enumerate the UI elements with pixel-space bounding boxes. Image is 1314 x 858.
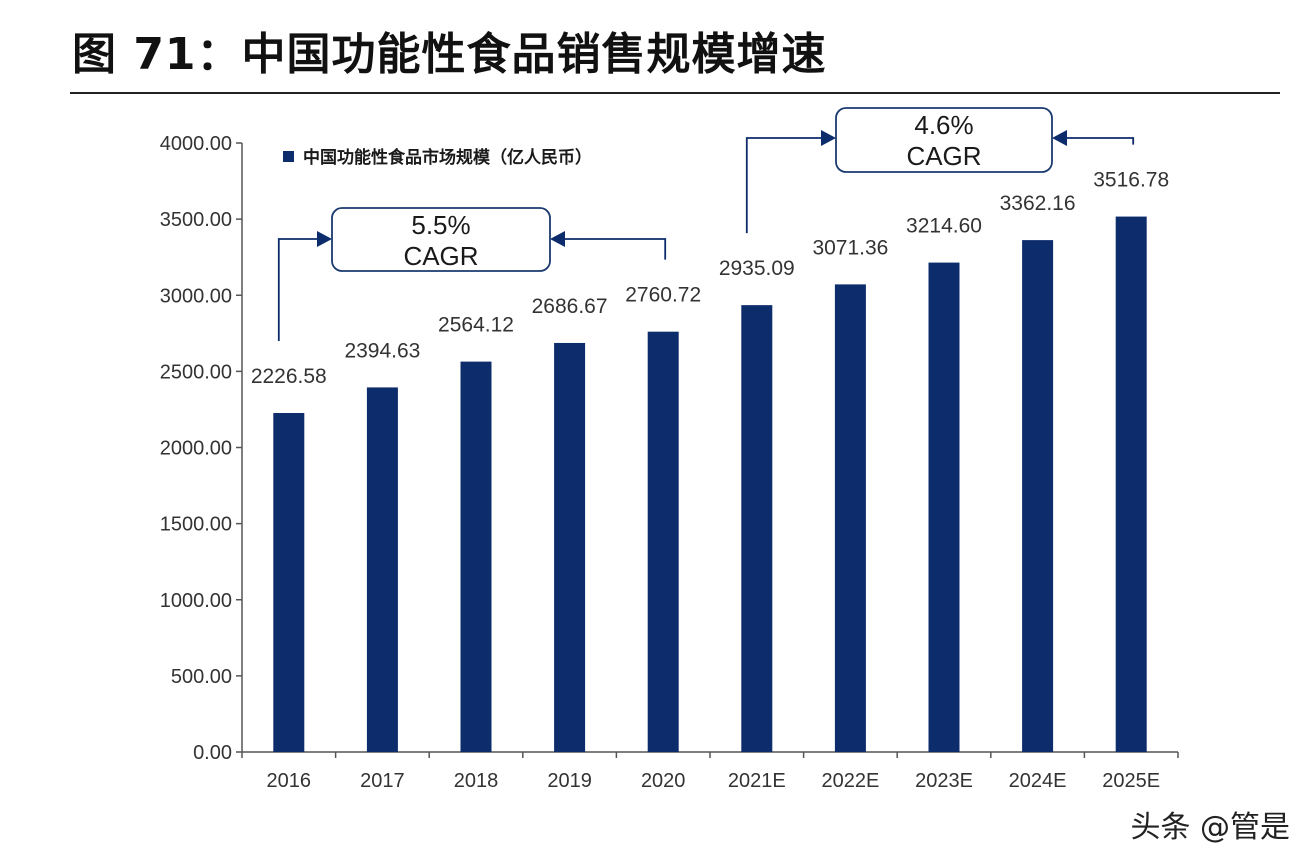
bar-series xyxy=(273,216,1147,752)
watermark-text: 头条 @管是 xyxy=(1130,810,1290,845)
x-tick-label: 2025E xyxy=(1102,770,1160,792)
bar xyxy=(741,305,773,752)
data-label: 3071.36 xyxy=(812,236,888,259)
chart-axes: 0.00 500.00 1000.00 1500.00 2000.00 2500.00 30… xyxy=(160,133,1179,792)
x-tick-label: 2023E xyxy=(915,770,973,792)
bar xyxy=(460,361,492,752)
cagr-label: CAGR xyxy=(906,141,981,171)
x-tick-label: 2024E xyxy=(1009,770,1067,792)
x-tick-label: 2022E xyxy=(821,770,879,792)
y-tick-label: 3000.00 xyxy=(160,285,232,307)
x-tick-label: 2021E xyxy=(728,770,786,792)
connector-line-left xyxy=(277,238,328,342)
data-label: 3214.60 xyxy=(906,215,982,238)
title-divider xyxy=(70,92,1280,94)
y-tick-label: 1500.00 xyxy=(160,514,232,536)
data-labels: 2226.58 2394.63 2564.12 2686.67 2760.72 2935.… xyxy=(251,169,1169,388)
data-label: 2226.58 xyxy=(251,365,327,388)
y-tick-label: 2000.00 xyxy=(160,438,232,460)
x-tick-label: 2019 xyxy=(547,770,592,792)
bar xyxy=(1115,216,1147,752)
legend-label: 中国功能性食品市场规模（亿人民币） xyxy=(303,147,592,167)
data-label: 2686.67 xyxy=(532,295,608,318)
chart-legend: 中国功能性食品市场规模（亿人民币） xyxy=(283,147,592,167)
data-label: 3362.16 xyxy=(1000,192,1076,215)
y-tick-label: 1000.00 xyxy=(160,590,232,612)
y-tick-label: 4000.00 xyxy=(160,133,232,155)
arrow-head xyxy=(821,130,836,146)
data-label: 2935.09 xyxy=(719,257,795,280)
x-tick-label: 2016 xyxy=(267,770,312,792)
y-tick-label: 0.00 xyxy=(193,742,232,764)
data-label: 2564.12 xyxy=(438,314,514,337)
bar xyxy=(928,262,960,752)
cagr-callout-box xyxy=(331,207,551,272)
arrow-head xyxy=(1052,130,1067,146)
bar xyxy=(647,331,679,752)
connector-line-left xyxy=(745,137,832,234)
x-tick-label: 2017 xyxy=(360,770,405,792)
connector-line-right xyxy=(1056,137,1135,145)
arrow-head xyxy=(317,231,332,247)
x-tick-label: 2020 xyxy=(641,770,686,792)
bar xyxy=(554,342,586,752)
bar xyxy=(1022,240,1054,752)
cagr-rate: 4.6% xyxy=(914,110,973,140)
figure-title: 图 71：中国功能性食品销售规模增速 xyxy=(72,29,827,80)
bar xyxy=(366,387,398,752)
bar xyxy=(273,413,305,752)
x-tick-label: 2018 xyxy=(454,770,499,792)
y-tick-label: 2500.00 xyxy=(160,361,232,383)
arrow-head xyxy=(550,231,565,247)
cagr-callout-box xyxy=(835,107,1053,173)
y-tick-label: 500.00 xyxy=(171,666,232,688)
legend-swatch xyxy=(283,151,294,162)
bar xyxy=(834,284,866,752)
data-label: 2760.72 xyxy=(625,284,701,307)
cagr-rate: 5.5% xyxy=(411,210,470,240)
data-label: 2394.63 xyxy=(344,339,420,362)
data-label: 3516.78 xyxy=(1093,169,1169,192)
connector-line-right xyxy=(554,238,667,260)
cagr-label: CAGR xyxy=(403,241,478,271)
y-tick-label: 3500.00 xyxy=(160,209,232,231)
